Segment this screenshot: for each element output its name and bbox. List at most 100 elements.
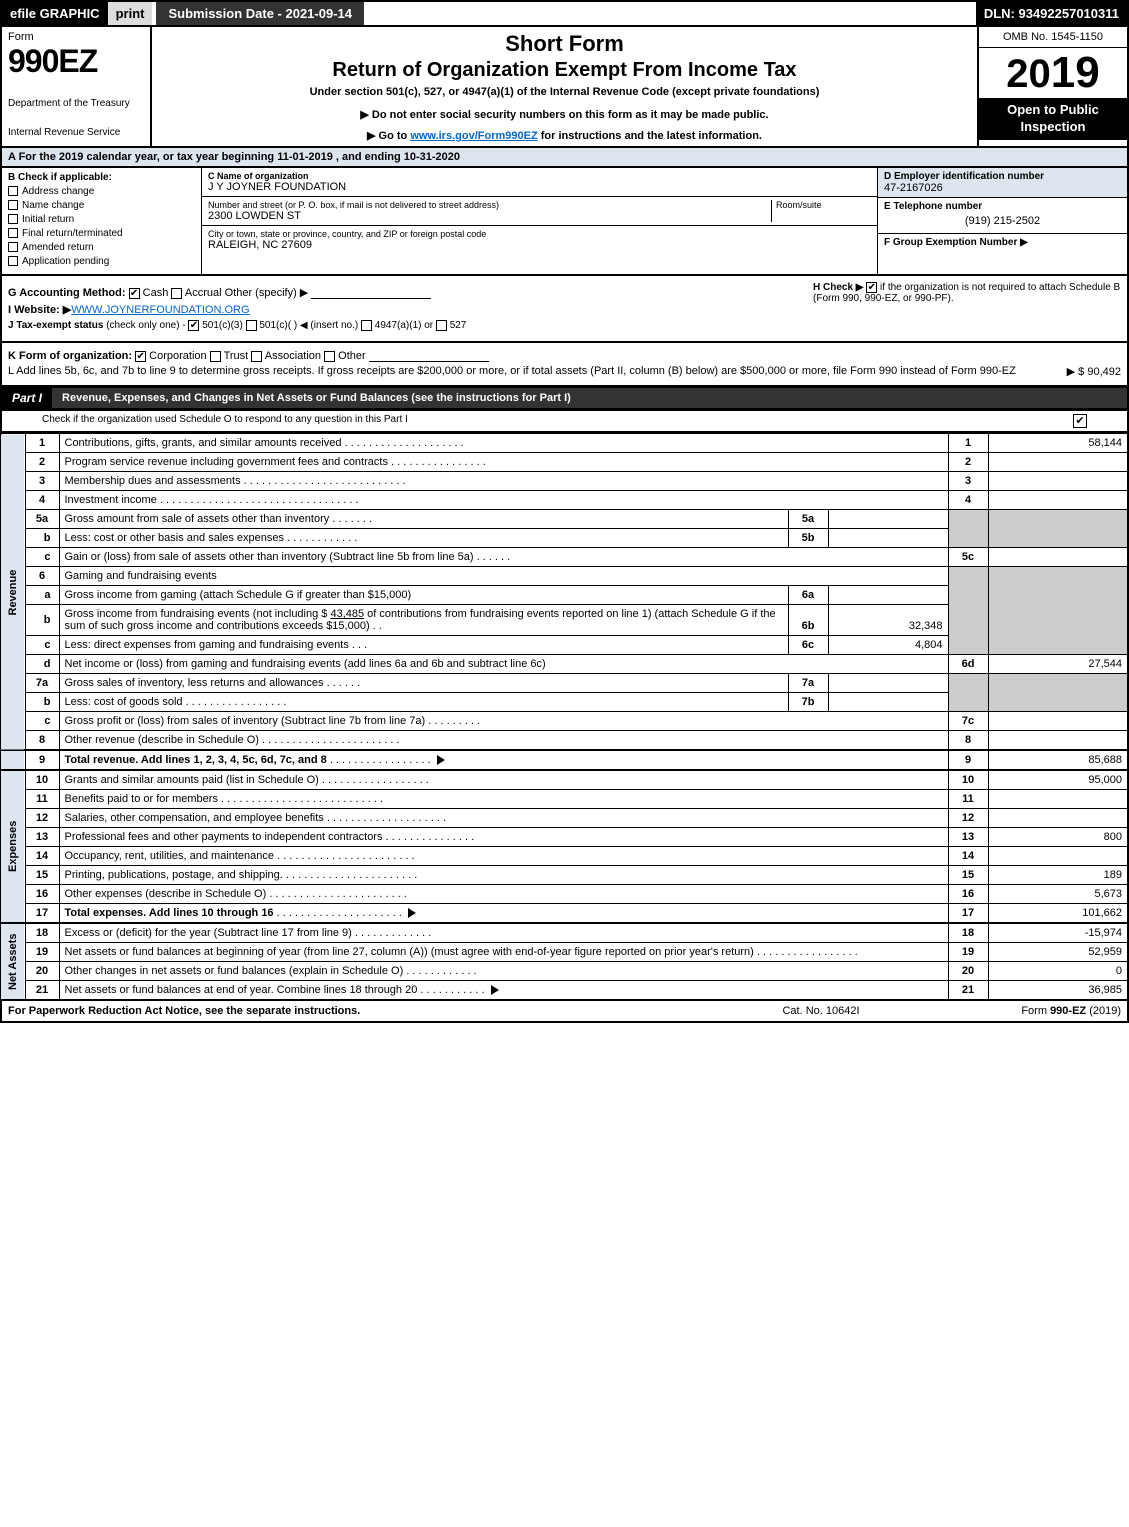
lv: 36,985 xyxy=(988,981,1128,1001)
sb: 5a xyxy=(788,510,828,529)
f-grp-block: F Group Exemption Number ▶ xyxy=(878,234,1127,251)
lb: 12 xyxy=(948,809,988,828)
chk-address-change[interactable] xyxy=(8,186,18,196)
table-row: 14 Occupancy, rent, utilities, and maint… xyxy=(1,847,1128,866)
lv xyxy=(988,847,1128,866)
shade xyxy=(988,674,1128,712)
vspacer xyxy=(1,750,25,770)
omb-number: OMB No. 1545-1150 xyxy=(979,27,1127,48)
ln: 8 xyxy=(25,731,59,751)
part1-sub-text: Check if the organization used Schedule … xyxy=(42,414,1073,428)
col-b-checkboxes: B Check if applicable: Address change Na… xyxy=(2,168,202,274)
d-ein-block: D Employer identification number 47-2167… xyxy=(878,168,1127,198)
chk-corp[interactable] xyxy=(135,351,146,362)
goto-link[interactable]: www.irs.gov/Form990EZ xyxy=(410,130,537,142)
chk-final[interactable] xyxy=(8,228,18,238)
ld: Benefits paid to or for members xyxy=(65,793,218,805)
table-row: 2 Program service revenue including gove… xyxy=(1,453,1128,472)
ln: 5a xyxy=(25,510,59,529)
c-city-value: RALEIGH, NC 27609 xyxy=(208,239,871,251)
ld: Gain or (loss) from sale of assets other… xyxy=(65,551,474,563)
chk-assoc[interactable] xyxy=(251,351,262,362)
lv: 0 xyxy=(988,962,1128,981)
lbl-cash: Cash xyxy=(143,287,169,299)
ln: a xyxy=(25,586,59,605)
c-name-label: C Name of organization xyxy=(208,171,871,181)
ld: Salaries, other compensation, and employ… xyxy=(65,812,324,824)
d-ein-value: 47-2167026 xyxy=(884,182,1121,194)
chk-trust[interactable] xyxy=(210,351,221,362)
row-gh: G Accounting Method: Cash Accrual Other … xyxy=(0,276,1129,343)
ln: 3 xyxy=(25,472,59,491)
table-row: 21 Net assets or fund balances at end of… xyxy=(1,981,1128,1001)
gh-right: H Check ▶ if the organization is not req… xyxy=(807,276,1127,341)
sv xyxy=(828,510,948,529)
lbl-accrual: Accrual xyxy=(185,287,222,299)
year-20: 20 xyxy=(1006,52,1051,96)
chk-amended[interactable] xyxy=(8,242,18,252)
table-row: 3 Membership dues and assessments . . . … xyxy=(1,472,1128,491)
chk-527[interactable] xyxy=(436,320,447,331)
ld: Occupancy, rent, utilities, and maintena… xyxy=(65,850,275,862)
table-row: 7a Gross sales of inventory, less return… xyxy=(1,674,1128,693)
j-note: (check only one) - xyxy=(106,320,185,331)
h-label: H Check ▶ xyxy=(813,282,863,293)
ld: Other revenue (describe in Schedule O) xyxy=(65,734,259,746)
lbl-501c: 501(c)( ) ◀ (insert no.) xyxy=(259,320,358,331)
chk-k-other[interactable] xyxy=(324,351,335,362)
chk-initial[interactable] xyxy=(8,214,18,224)
lbl-address-change: Address change xyxy=(22,186,94,197)
website-link[interactable]: WWW.JOYNERFOUNDATION.ORG xyxy=(71,304,249,316)
lv: 95,000 xyxy=(988,770,1128,790)
chk-accrual[interactable] xyxy=(171,288,182,299)
g-label: G Accounting Method: xyxy=(8,287,126,299)
efile-label: efile GRAPHIC xyxy=(2,2,108,25)
lbl-assoc: Association xyxy=(265,350,321,362)
form-word: Form xyxy=(8,31,144,43)
chk-4947[interactable] xyxy=(361,320,372,331)
chk-schedule-o[interactable] xyxy=(1073,414,1087,428)
chk-pending[interactable] xyxy=(8,256,18,266)
print-button[interactable]: print xyxy=(108,2,153,25)
chk-501c3[interactable] xyxy=(188,320,199,331)
year-19: 19 xyxy=(1051,48,1100,97)
goto-post: for instructions and the latest informat… xyxy=(538,130,762,142)
sb: 7b xyxy=(788,693,828,712)
tax-year: 2019 xyxy=(979,48,1127,98)
lines-table: Revenue 1 Contributions, gifts, grants, … xyxy=(0,433,1129,1001)
table-row: Net Assets 18 Excess or (deficit) for th… xyxy=(1,923,1128,943)
ln: b xyxy=(25,529,59,548)
k-other-blank[interactable] xyxy=(369,350,489,362)
lbl-other: Other (specify) ▶ xyxy=(225,287,309,299)
lb: 9 xyxy=(948,750,988,770)
part1-sub: Check if the organization used Schedule … xyxy=(0,411,1129,433)
lbl-4947: 4947(a)(1) or xyxy=(375,320,433,331)
i-label: I Website: ▶ xyxy=(8,304,71,316)
footer-cat: Cat. No. 10642I xyxy=(721,1005,921,1017)
chk-name-change[interactable] xyxy=(8,200,18,210)
lb: 15 xyxy=(948,866,988,885)
c-addr-block: Number and street (or P. O. box, if mail… xyxy=(202,197,877,226)
ln: 2 xyxy=(25,453,59,472)
table-row: d Net income or (loss) from gaming and f… xyxy=(1,655,1128,674)
sb: 6c xyxy=(788,636,828,655)
lv xyxy=(988,491,1128,510)
lb: 3 xyxy=(948,472,988,491)
other-blank[interactable] xyxy=(311,287,431,299)
chk-cash[interactable] xyxy=(129,288,140,299)
lbl-501c3: 501(c)(3) xyxy=(202,320,243,331)
ln: 4 xyxy=(25,491,59,510)
l-gross-receipts: L Add lines 5b, 6c, and 7b to line 9 to … xyxy=(8,365,1121,378)
sv: 32,348 xyxy=(828,605,948,636)
lv: -15,974 xyxy=(988,923,1128,943)
arrow-icon xyxy=(408,908,416,918)
chk-501c[interactable] xyxy=(246,320,257,331)
j-tax-exempt: J Tax-exempt status (check only one) - 5… xyxy=(8,320,801,331)
lbl-amended: Amended return xyxy=(22,242,94,253)
lv: 189 xyxy=(988,866,1128,885)
shade xyxy=(948,510,988,548)
chk-h[interactable] xyxy=(866,282,877,293)
table-row: 8 Other revenue (describe in Schedule O)… xyxy=(1,731,1128,751)
goto-pre: ▶ Go to xyxy=(367,130,410,142)
open-inspection: Open to Public Inspection xyxy=(979,98,1127,140)
